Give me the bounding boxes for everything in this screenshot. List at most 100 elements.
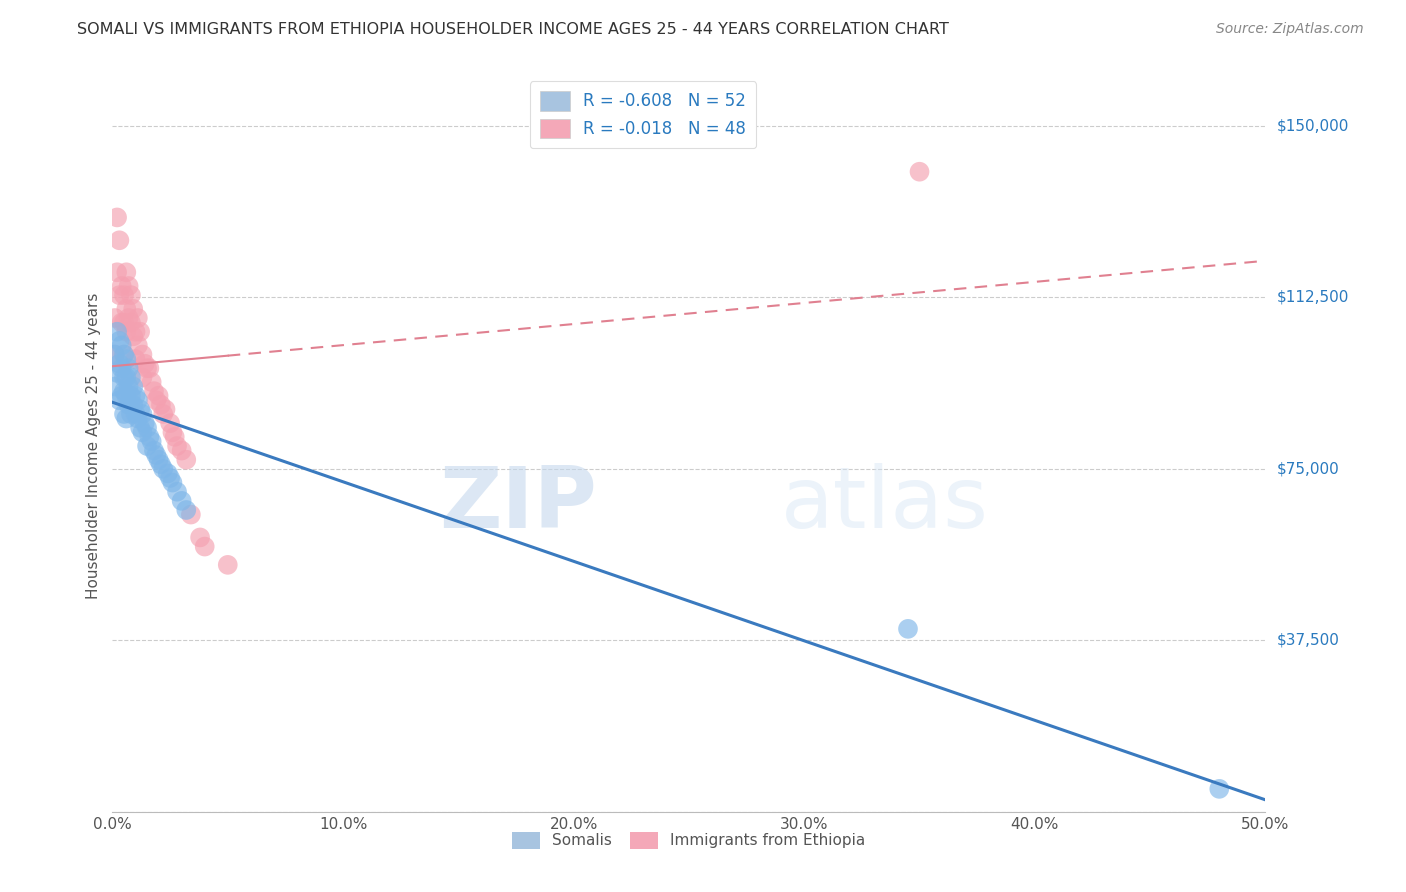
Point (163, 430, 186, 444)
Point (1208, 781, 1230, 796)
Point (115, 352, 138, 367)
Point (120, 407, 142, 421)
Point (149, 398, 172, 412)
Point (117, 279, 139, 293)
Point (120, 370, 142, 384)
Point (152, 407, 174, 421)
Point (115, 389, 138, 403)
Point (194, 540, 217, 554)
Point (145, 448, 167, 462)
Point (108, 334, 131, 348)
Point (188, 530, 211, 544)
Point (111, 361, 134, 376)
Point (108, 233, 131, 247)
Point (115, 265, 138, 279)
Point (111, 389, 134, 403)
Point (105, 211, 128, 225)
Point (112, 407, 135, 421)
Point (129, 325, 152, 339)
Point (134, 416, 156, 430)
Point (117, 361, 139, 376)
Point (129, 402, 152, 417)
Point (170, 443, 193, 458)
Point (105, 366, 128, 380)
Point (111, 338, 134, 352)
Point (122, 301, 145, 316)
Point (897, 622, 920, 636)
Point (141, 375, 163, 389)
Point (152, 462, 174, 476)
Point (148, 452, 170, 467)
Point (908, 164, 931, 178)
Point (120, 288, 142, 302)
Point (122, 379, 145, 393)
Text: $150,000: $150,000 (1277, 119, 1348, 134)
Point (105, 325, 128, 339)
Point (112, 316, 135, 330)
Point (108, 393, 131, 408)
Point (127, 310, 149, 325)
Point (108, 288, 131, 302)
Point (115, 370, 138, 384)
Point (155, 402, 177, 417)
Point (117, 398, 139, 412)
Point (159, 416, 181, 430)
Point (124, 407, 146, 421)
Point (170, 493, 193, 508)
Point (145, 393, 167, 408)
Point (112, 370, 135, 384)
Text: $112,500: $112,500 (1277, 290, 1348, 305)
Point (111, 279, 134, 293)
Point (115, 411, 138, 425)
Text: ZIP: ZIP (439, 463, 596, 546)
Point (134, 357, 156, 371)
Point (166, 484, 188, 499)
Point (112, 347, 135, 362)
Text: $37,500: $37,500 (1277, 632, 1340, 648)
Point (120, 389, 142, 403)
Text: SOMALI VS IMMIGRANTS FROM ETHIOPIA HOUSEHOLDER INCOME AGES 25 - 44 YEARS CORRELA: SOMALI VS IMMIGRANTS FROM ETHIOPIA HOUSE… (77, 22, 949, 37)
Point (148, 389, 170, 403)
Point (127, 393, 149, 408)
Point (112, 384, 135, 398)
Point (143, 443, 166, 458)
Text: $75,000: $75,000 (1277, 461, 1340, 476)
Point (124, 325, 146, 339)
Point (138, 361, 160, 376)
Point (127, 411, 149, 425)
Point (174, 452, 197, 467)
Y-axis label: Householder Income Ages 25 - 44 years: Householder Income Ages 25 - 44 years (86, 293, 101, 599)
Text: Source: ZipAtlas.com: Source: ZipAtlas.com (1216, 22, 1364, 37)
Point (117, 379, 139, 393)
Point (112, 288, 135, 302)
Point (166, 439, 188, 453)
Point (104, 347, 127, 362)
Point (143, 384, 166, 398)
Point (136, 361, 159, 376)
Legend: Somalis, Immigrants from Ethiopia: Somalis, Immigrants from Ethiopia (506, 825, 872, 855)
Point (111, 316, 134, 330)
Point (156, 467, 179, 481)
Point (127, 338, 149, 352)
Point (122, 329, 145, 343)
Point (115, 301, 138, 316)
Point (131, 407, 153, 421)
Point (115, 325, 138, 339)
Point (104, 379, 127, 393)
Point (180, 508, 202, 522)
Point (124, 352, 146, 367)
Point (136, 439, 159, 453)
Point (174, 503, 197, 517)
Point (122, 398, 145, 412)
Point (131, 370, 153, 384)
Point (217, 558, 239, 572)
Point (129, 420, 152, 434)
Point (124, 389, 146, 403)
Point (120, 316, 142, 330)
Point (131, 425, 153, 440)
Point (105, 265, 128, 279)
Point (136, 420, 159, 434)
Point (138, 430, 160, 444)
Point (104, 310, 127, 325)
Point (141, 434, 163, 449)
